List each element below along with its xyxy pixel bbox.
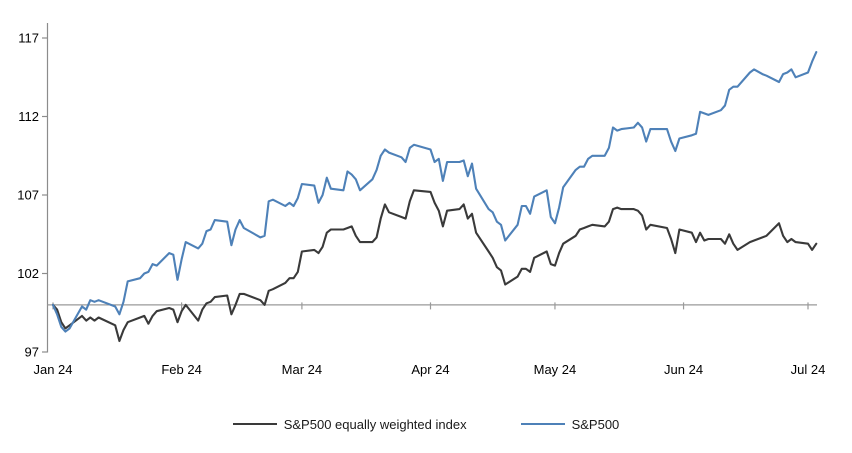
sp500-equal-weight-line-swatch-icon bbox=[232, 423, 277, 425]
x-tick-label: Apr 24 bbox=[411, 362, 449, 377]
y-axis-tick-labels: 97 102 107 112 117 bbox=[17, 31, 39, 360]
sp500-equal-weight-line bbox=[51, 189, 818, 343]
legend-item-sp500-equal-weight: S&P500 equally weighted index bbox=[232, 416, 467, 432]
legend: S&P500 equally weighted index S&P500 bbox=[0, 411, 852, 437]
legend-label-sp500-equal-weight: S&P500 equally weighted index bbox=[283, 416, 467, 432]
y-tick-label: 97 bbox=[25, 345, 39, 360]
x-axis-ticks bbox=[52, 302, 809, 310]
x-tick-label: Mar 24 bbox=[282, 362, 322, 377]
x-axis-tick-labels: Jan 24 Feb 24 Mar 24 Apr 24 May 24 Jun 24 Jul … bbox=[33, 362, 825, 377]
y-tick-label: 112 bbox=[18, 109, 39, 124]
x-tick-label: Jul 24 bbox=[791, 362, 826, 377]
x-tick-label: Jan 24 bbox=[33, 362, 72, 377]
y-tick-label: 102 bbox=[17, 266, 39, 281]
sp500-line-swatch-icon bbox=[520, 423, 565, 425]
x-tick-label: May 24 bbox=[534, 362, 577, 377]
y-tick-label: 117 bbox=[18, 31, 39, 46]
x-tick-label: Jun 24 bbox=[664, 362, 703, 377]
y-axis-ticks bbox=[42, 37, 48, 353]
legend-label-sp500: S&P500 bbox=[571, 416, 620, 432]
x-tick-label: Feb 24 bbox=[161, 362, 201, 377]
sp500-line bbox=[51, 51, 818, 333]
price-chart-svg: 97 102 107 112 117 Jan 24 Feb 24 Mar 24 Apr 24 M… bbox=[17, 23, 825, 377]
y-tick-label: 107 bbox=[17, 188, 39, 203]
legend-item-sp500: S&P500 bbox=[520, 416, 620, 432]
